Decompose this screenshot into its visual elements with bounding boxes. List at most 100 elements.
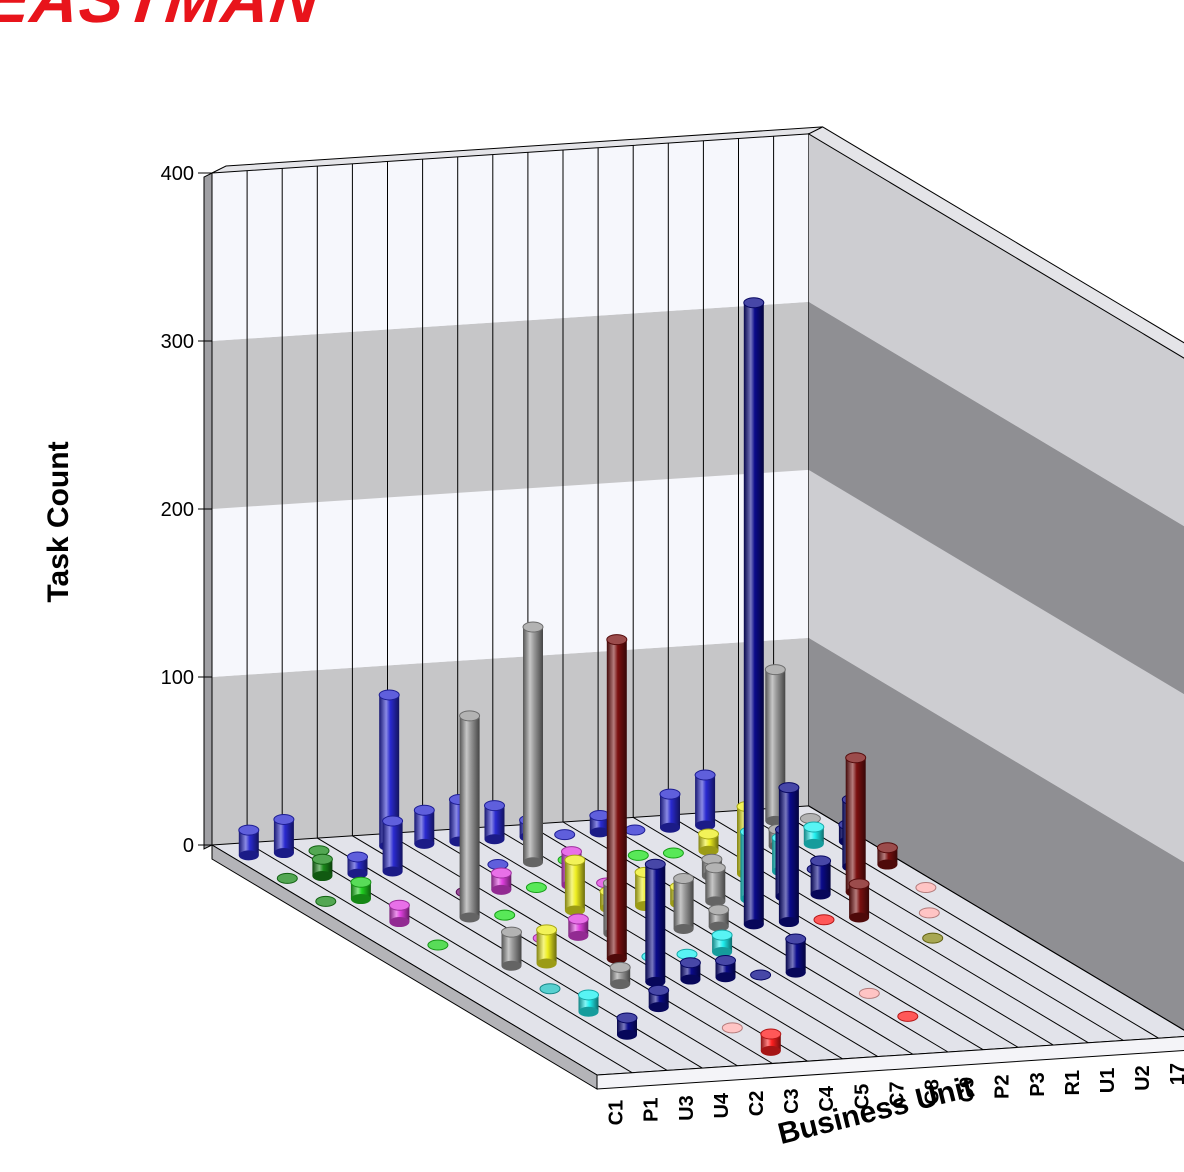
cylinder-bar-C3-row9 (760, 1028, 782, 1056)
back-wall-band (212, 637, 809, 845)
cylinder-body (459, 715, 480, 918)
cylinder-bar-C9-row8 (897, 1010, 919, 1022)
floor-gridline (387, 833, 773, 1064)
category-label: 17 (1167, 1063, 1184, 1085)
cylinder-top (845, 752, 867, 764)
y-tick-label: 400 (161, 163, 194, 185)
side-wall-band (808, 301, 1184, 695)
cylinder-bar-C5-row1 (522, 621, 544, 868)
cylinder-top (311, 853, 333, 865)
floor-gridline (281, 839, 668, 1071)
cylinder-bar-U2-row4 (918, 907, 940, 919)
cylinder-bar-17-row2 (876, 842, 898, 870)
side-wall-band (808, 637, 1184, 1031)
cylinder-top (238, 824, 260, 836)
cylinder-top (708, 904, 730, 916)
cylinder-top (704, 862, 726, 874)
cylinder-body (564, 860, 585, 911)
cylinder-bottom (760, 1045, 781, 1056)
cylinder-bar-U2-row1 (803, 821, 825, 849)
cylinder-bar-P1-row3 (388, 899, 410, 928)
floor-gridline (773, 807, 1159, 1039)
cylinder-bar-P3-row4 (813, 914, 835, 926)
cylinder-bar-P3-row1 (698, 828, 719, 856)
cylinder-bar-C2-row7 (648, 984, 670, 1013)
cylinder-top (494, 909, 516, 921)
cylinder-top (276, 872, 298, 884)
category-label: R1 (1062, 1070, 1084, 1096)
chart-labels: 0 100 200 300 400 C1 P1 U3 U4 C2 C3 C4 C5 C7 C8 C9 P2 P3 R… (161, 163, 1184, 1125)
cylinder-bar-17-row3 (915, 882, 937, 894)
cylinder-bottom (568, 930, 589, 941)
cylinder-body (785, 939, 806, 973)
cylinder-bottom (680, 974, 701, 985)
floor-gridline (632, 816, 1019, 1048)
cylinder-bottom (347, 868, 368, 879)
cylinder-bar-R1-row4 (848, 878, 870, 923)
cylinder-bar-C5-row6 (715, 954, 736, 983)
cylinder-top (848, 878, 870, 890)
cylinder-top (315, 895, 337, 907)
cylinder-bar-C5-row0 (484, 800, 505, 845)
category-label: U1 (1097, 1068, 1119, 1094)
category-label: P1 (641, 1098, 663, 1122)
cylinder-top (578, 989, 599, 1001)
cylinder-body (523, 627, 543, 863)
floor-gridline (808, 805, 1184, 1031)
cylinder-bar-P1-row4 (427, 939, 449, 951)
cylinder-bottom (459, 912, 480, 923)
floor-gridline (246, 842, 633, 1074)
cylinder-bar-U3-row5 (501, 926, 522, 971)
cylinder-bottom (705, 896, 726, 907)
cylinder-top (659, 788, 681, 800)
cylinder-body (660, 794, 680, 828)
category-label: U3 (676, 1095, 698, 1121)
cylinder-top (715, 954, 736, 966)
cylinder-top (662, 847, 684, 859)
cylinder-bottom (564, 905, 585, 916)
cylinder-bar-P1-row0 (273, 813, 295, 859)
cylinder-bottom (606, 953, 627, 964)
cylinder-top (490, 867, 512, 879)
cylinder-bottom (382, 866, 403, 877)
cylinder-bar-C7-row6 (750, 969, 772, 981)
back-wall-band (212, 469, 809, 677)
cylinder-bar-C1-row0 (238, 824, 260, 861)
cylinder-bar-C3-row2 (490, 867, 512, 895)
cylinder-top (858, 987, 880, 999)
cylinder-bottom (712, 946, 733, 957)
cylinder-body (705, 867, 726, 902)
cylinder-top (764, 664, 786, 676)
cylinder-top (897, 1010, 919, 1022)
cylinder-bottom (810, 889, 831, 900)
cylinder-bar-U2-row0 (764, 664, 786, 826)
back-wall-band (212, 133, 809, 341)
cylinder-bottom (273, 848, 294, 859)
category-label: U4 (711, 1092, 733, 1118)
cylinder-top (382, 815, 404, 827)
cylinder-body (849, 883, 870, 918)
cylinder-top (501, 926, 522, 938)
cylinder-bottom (536, 958, 557, 969)
cylinder-bottom (523, 857, 543, 868)
category-label: C7 (886, 1081, 908, 1107)
cylinder-body (414, 810, 435, 844)
cylinder-bar-C3-row6 (644, 858, 666, 987)
y-axis-title: Task Count (42, 441, 75, 602)
cylinder-bottom (673, 923, 694, 934)
cylinder-top (350, 876, 372, 888)
cylinder-bar-C4-row3 (564, 854, 586, 916)
cylinder-bottom (617, 1029, 637, 1040)
cylinder-bottom (648, 1002, 669, 1013)
cylinder-bottom (708, 921, 729, 932)
cylinder-bar-U3-row8 (616, 1012, 638, 1040)
cylinder-bar-U4-row3 (459, 710, 481, 923)
cylinder-bar-C2-row6 (609, 961, 631, 990)
cylinder-bottom (849, 912, 870, 923)
cylinder-bar-C2-row0 (378, 689, 400, 852)
cylinder-bottom (698, 845, 719, 856)
cylinder-bar-U3-row1 (347, 851, 368, 879)
category-label: C5 (851, 1084, 873, 1110)
category-label: U2 (1132, 1065, 1154, 1091)
cylinder-bottom (660, 822, 680, 833)
